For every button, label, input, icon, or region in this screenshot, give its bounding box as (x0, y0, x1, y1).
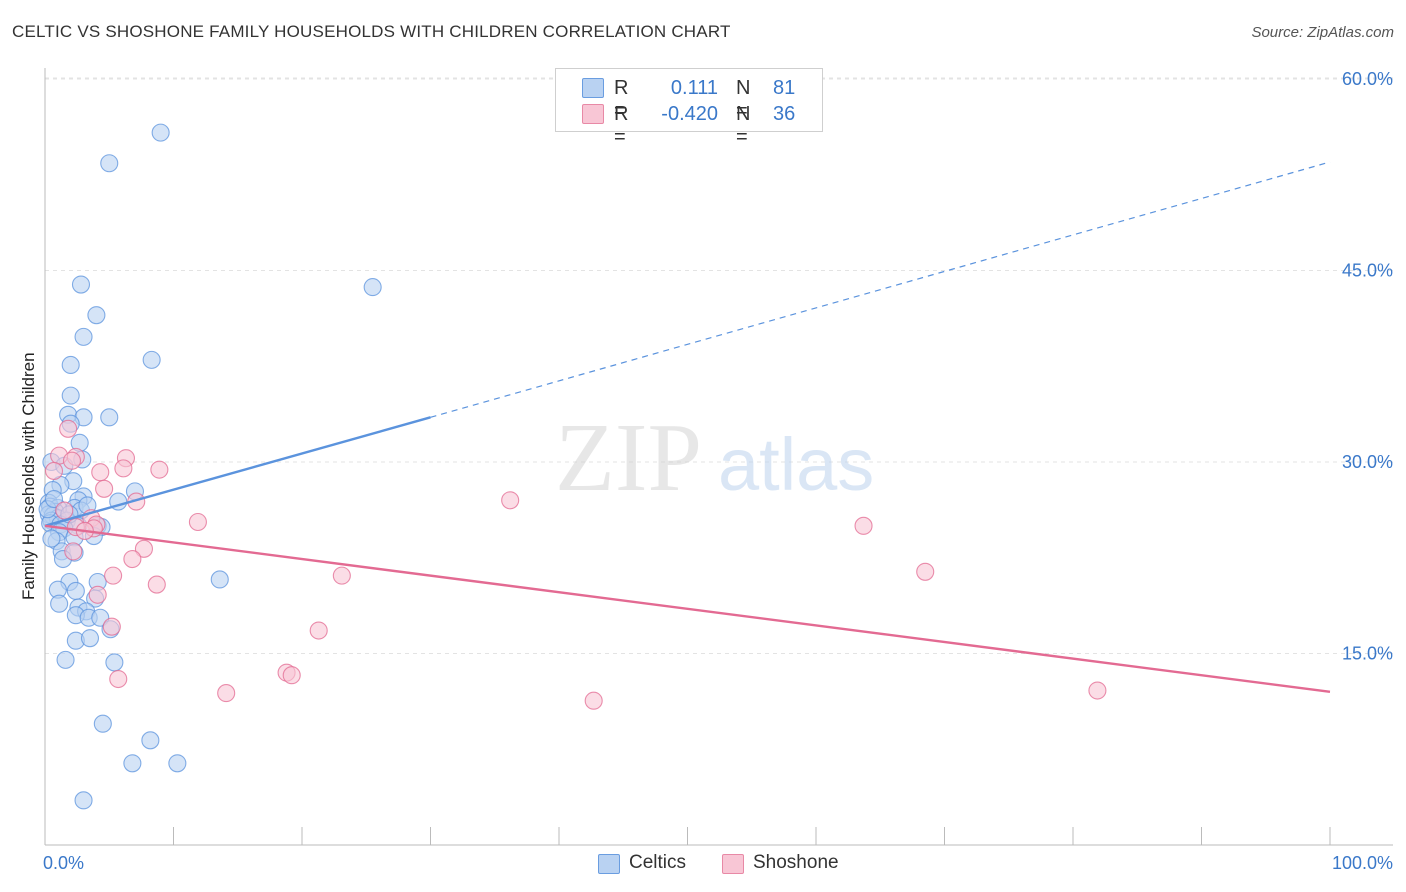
bottom-legend-swatch-celtics (598, 854, 620, 874)
legend-n-label: N = (736, 77, 751, 122)
y-tick-label: 15.0% (1342, 644, 1393, 664)
y-tick-labels: 15.0% 30.0% 45.0% 60.0% (1342, 69, 1393, 664)
chart-title: CELTIC VS SHOSHONE FAMILY HOUSEHOLDS WIT… (12, 22, 731, 41)
point-shoshone (584, 691, 603, 710)
point-shoshone (59, 419, 78, 438)
point-celtics (151, 123, 170, 142)
point-shoshone (501, 491, 520, 510)
y-axis-label: Family Households with Children (19, 352, 38, 600)
legend-swatch-celtics (582, 78, 604, 98)
legend-r-label: R = (614, 103, 629, 148)
x-tick-labels: 0.0% 100.0% (43, 853, 1393, 873)
point-celtics (80, 629, 100, 648)
point-shoshone (217, 684, 236, 703)
trend-line-shoshone (44, 524, 1331, 693)
point-shoshone (91, 463, 110, 482)
point-celtics (50, 594, 69, 613)
point-shoshone (332, 566, 351, 585)
point-celtics (42, 529, 61, 548)
source-label: Source: ZipAtlas.com (1251, 24, 1394, 41)
y-tick-label: 60.0% (1342, 69, 1393, 89)
point-shoshone (150, 460, 169, 479)
point-shoshone (123, 549, 142, 569)
trend-line-extension-celtics (430, 161, 1331, 418)
correlation-legend: R = 0.111 N = 81 R = -0.420 N = 36 (555, 68, 823, 148)
bottom-legend-label-celtics: Celtics (629, 852, 687, 873)
legend-r-value-shoshone: -0.420 (661, 103, 718, 125)
watermark: ZIP atlas (555, 404, 874, 512)
point-shoshone (64, 542, 83, 561)
x-tick-label: 100.0% (1332, 853, 1393, 873)
point-celtics (71, 275, 91, 294)
trend-lines (44, 161, 1331, 693)
point-shoshone (95, 479, 114, 498)
point-shoshone (114, 459, 133, 478)
point-shoshone (916, 562, 935, 581)
point-celtics (142, 350, 161, 369)
watermark-zip: ZIP (555, 404, 702, 512)
point-celtics (44, 489, 64, 509)
point-celtics (363, 278, 382, 297)
point-celtics (210, 570, 229, 589)
point-celtics (141, 731, 160, 750)
point-celtics (74, 327, 93, 346)
point-celtics (168, 754, 187, 773)
point-shoshone (854, 516, 873, 535)
point-shoshone (109, 669, 128, 689)
point-celtics (61, 386, 80, 405)
trend-line-celtics (44, 416, 431, 527)
bottom-legend-label-shoshone: Shoshone (753, 852, 839, 873)
legend-swatch-shoshone (582, 104, 604, 124)
point-shoshone (88, 585, 107, 604)
point-shoshone (44, 461, 64, 480)
legend-n-value-shoshone: 36 (773, 103, 796, 125)
point-shoshone (55, 501, 74, 520)
bottom-legend-swatch-shoshone (722, 854, 744, 874)
point-celtics (87, 306, 106, 325)
point-shoshone (134, 539, 153, 558)
point-shoshone (147, 575, 166, 594)
point-shoshone (1088, 681, 1107, 700)
y-tick-label: 45.0% (1342, 261, 1393, 281)
point-celtics (123, 754, 142, 773)
point-celtics (100, 408, 119, 427)
legend-n-label: N = (736, 103, 751, 148)
x-tick-label: 0.0% (43, 853, 84, 873)
point-celtics (66, 581, 85, 600)
point-celtics (74, 791, 93, 810)
point-celtics (93, 714, 112, 733)
point-shoshone (188, 512, 207, 532)
legend-r-value-celtics: 0.111 (670, 77, 718, 99)
point-celtics (100, 154, 119, 173)
point-shoshone (102, 617, 121, 636)
point-shoshone (309, 621, 328, 640)
point-shoshone (104, 566, 123, 585)
point-celtics (61, 355, 80, 375)
point-shoshone (282, 666, 301, 685)
point-shoshone (62, 451, 82, 470)
point-celtics (105, 653, 124, 672)
y-tick-label: 30.0% (1342, 452, 1393, 472)
legend-n-value-celtics: 81 (773, 77, 796, 99)
watermark-atlas: atlas (718, 423, 874, 506)
point-celtics (56, 650, 75, 669)
gridlines (45, 77, 1393, 654)
legend-r-label: R = (614, 77, 629, 122)
